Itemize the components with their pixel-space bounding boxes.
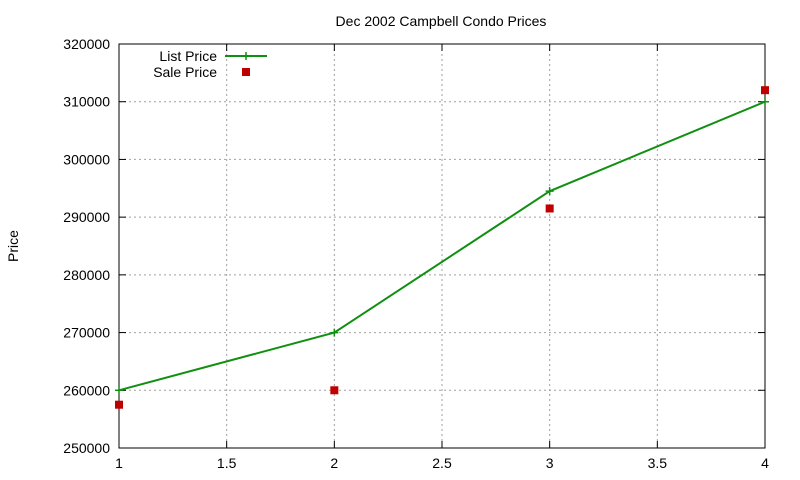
x-tick-label: 1: [115, 455, 123, 471]
list-price-line: [118, 100, 766, 392]
x-tick-label: 2.5: [432, 455, 452, 471]
y-tick-label: 300000: [63, 151, 110, 167]
x-tick-label: 2: [330, 455, 338, 471]
x-tick-label: 1.5: [217, 455, 237, 471]
legend-marker: [242, 68, 250, 76]
list-price-point: [761, 97, 769, 106]
sale-price-point: [545, 204, 554, 213]
grid: [119, 44, 765, 448]
y-tick-label: 310000: [63, 94, 110, 110]
legend-label: Sale Price: [153, 64, 217, 80]
legend-marker: [242, 52, 250, 60]
y-tick-label: 270000: [63, 325, 110, 341]
y-tick-label: 280000: [63, 267, 110, 283]
list-price-point: [545, 187, 554, 196]
x-tick-label: 4: [761, 455, 769, 471]
axis-ticks: 1 1.5 2 2.5 3 3.5 4 250000 260000 270000 280000 290…: [63, 36, 769, 471]
x-tick-label: 3: [546, 455, 554, 471]
y-tick-label: 260000: [63, 382, 110, 398]
list-price-point: [115, 386, 123, 395]
chart-title: Dec 2002 Campbell Condo Prices: [336, 13, 547, 29]
x-tick-label: 3.5: [648, 455, 668, 471]
y-axis-label: Price: [5, 230, 21, 262]
y-tick-label: 320000: [63, 36, 110, 52]
sale-price-point: [761, 86, 769, 95]
series: [115, 86, 769, 409]
legend-label: List Price: [159, 48, 217, 64]
y-tick-label: 290000: [63, 209, 110, 225]
y-tick-label: 250000: [63, 440, 110, 456]
sale-price-point: [115, 400, 123, 409]
list-price-point: [330, 328, 339, 337]
sale-price-point: [330, 386, 339, 395]
